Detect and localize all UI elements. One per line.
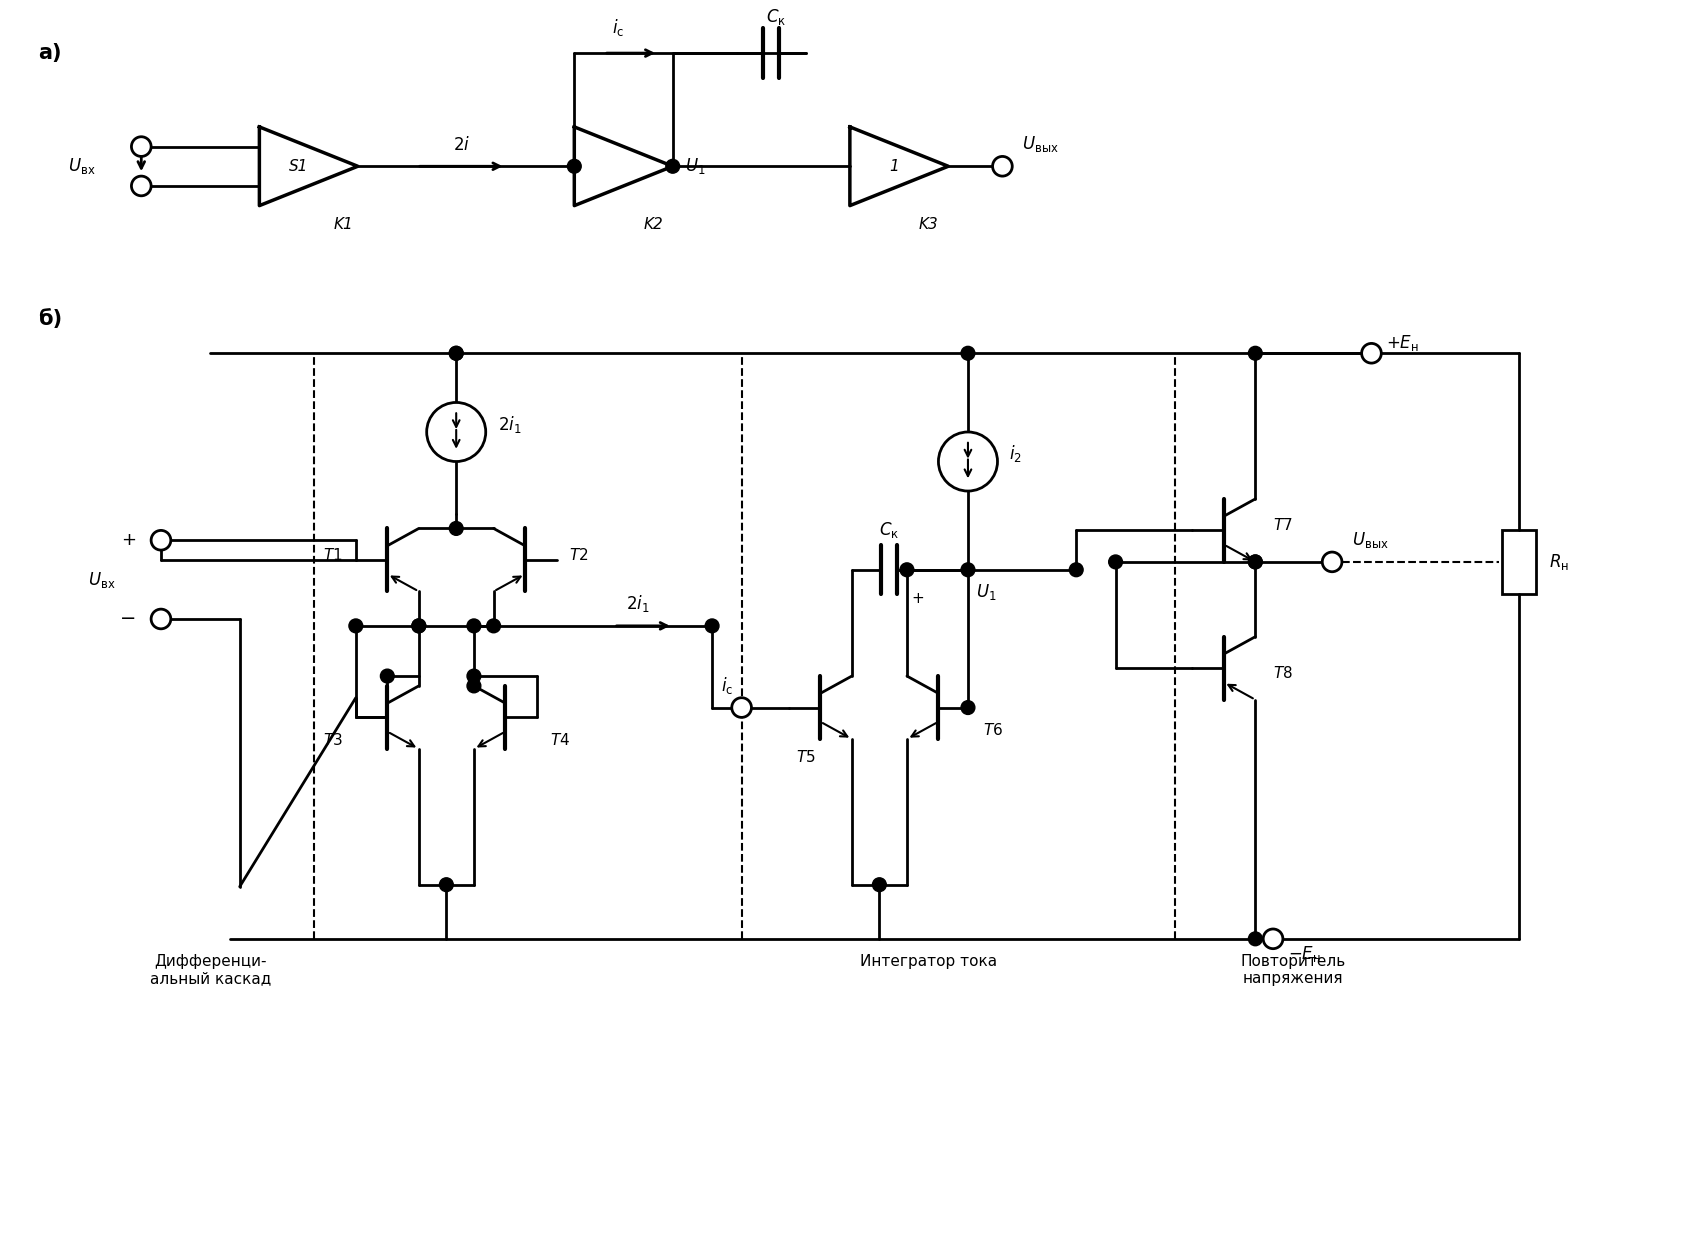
Bar: [1500, 530, 1536, 594]
Text: S1: S1: [289, 159, 308, 174]
Circle shape: [960, 346, 974, 360]
Circle shape: [348, 619, 363, 633]
Circle shape: [1248, 555, 1262, 569]
Text: 1: 1: [888, 159, 898, 174]
Text: Повторитель
напряжения: Повторитель напряжения: [1240, 954, 1344, 986]
Text: $2i_1$: $2i_1$: [498, 413, 521, 435]
Circle shape: [1361, 343, 1381, 363]
Circle shape: [1248, 346, 1262, 360]
Text: $2i_1$: $2i_1$: [626, 593, 649, 614]
Circle shape: [412, 619, 426, 633]
Circle shape: [871, 878, 886, 892]
Circle shape: [449, 346, 463, 360]
Text: $i_2$: $i_2$: [1009, 444, 1021, 464]
Circle shape: [960, 700, 974, 714]
Text: $U_{\rm вх}$: $U_{\rm вх}$: [87, 570, 116, 590]
Text: Интегратор тока: Интегратор тока: [860, 954, 996, 969]
Text: $T8$: $T8$: [1272, 665, 1292, 682]
Circle shape: [427, 402, 486, 461]
Circle shape: [131, 177, 151, 195]
Text: $U_1$: $U_1$: [976, 581, 996, 601]
Circle shape: [1068, 563, 1083, 576]
Circle shape: [1248, 555, 1262, 569]
Text: $U_{\rm вх}$: $U_{\rm вх}$: [69, 157, 96, 177]
Text: б): б): [39, 309, 62, 330]
Text: +: +: [121, 531, 136, 549]
Text: $U_{\rm вых}$: $U_{\rm вых}$: [1021, 134, 1058, 154]
Circle shape: [900, 563, 913, 576]
Circle shape: [151, 609, 170, 629]
Circle shape: [1108, 555, 1122, 569]
Circle shape: [131, 137, 151, 157]
Text: $T6$: $T6$: [982, 722, 1002, 738]
Text: $T3$: $T3$: [323, 732, 343, 748]
Circle shape: [705, 619, 718, 633]
Circle shape: [412, 619, 426, 633]
Text: $T7$: $T7$: [1272, 517, 1292, 534]
Text: +: +: [910, 591, 923, 606]
Circle shape: [1322, 553, 1341, 571]
Circle shape: [380, 669, 394, 683]
Text: $i_{\rm c}$: $i_{\rm c}$: [720, 675, 733, 695]
Text: $+E_{\rm н}$: $+E_{\rm н}$: [1386, 333, 1418, 353]
Circle shape: [466, 669, 481, 683]
Text: $T5$: $T5$: [796, 749, 816, 764]
Text: a): a): [39, 44, 62, 63]
Text: $C_{\rm к}$: $C_{\rm к}$: [878, 520, 898, 540]
Text: −: −: [119, 609, 136, 629]
Text: K2: K2: [643, 218, 663, 233]
Circle shape: [151, 530, 170, 550]
Text: Дифференци-
альный каскад: Дифференци- альный каскад: [150, 954, 271, 986]
Circle shape: [567, 159, 580, 173]
Circle shape: [666, 159, 680, 173]
Text: K1: K1: [333, 218, 353, 233]
Circle shape: [449, 346, 463, 360]
Circle shape: [1248, 932, 1262, 946]
Text: $R_{\rm н}$: $R_{\rm н}$: [1547, 551, 1568, 571]
Circle shape: [466, 619, 481, 633]
Circle shape: [466, 679, 481, 693]
Text: $C_{\rm к}$: $C_{\rm к}$: [765, 6, 785, 26]
Text: $T2$: $T2$: [569, 548, 589, 563]
Circle shape: [1263, 928, 1282, 949]
Text: $i_{\rm c}$: $i_{\rm c}$: [612, 18, 624, 39]
Text: $T4$: $T4$: [550, 732, 570, 748]
Circle shape: [732, 698, 750, 718]
Text: $T1$: $T1$: [323, 548, 343, 563]
Circle shape: [449, 521, 463, 535]
Text: $U_{\rm вых}$: $U_{\rm вых}$: [1351, 530, 1388, 550]
Circle shape: [992, 157, 1011, 177]
Text: $2i$: $2i$: [452, 137, 469, 154]
Circle shape: [486, 619, 500, 633]
Circle shape: [960, 563, 974, 576]
Circle shape: [939, 432, 997, 491]
Text: $-E_{\rm н}$: $-E_{\rm н}$: [1287, 944, 1320, 964]
Circle shape: [439, 878, 452, 892]
Text: K3: K3: [918, 218, 939, 233]
Text: $U_1$: $U_1$: [685, 157, 705, 177]
